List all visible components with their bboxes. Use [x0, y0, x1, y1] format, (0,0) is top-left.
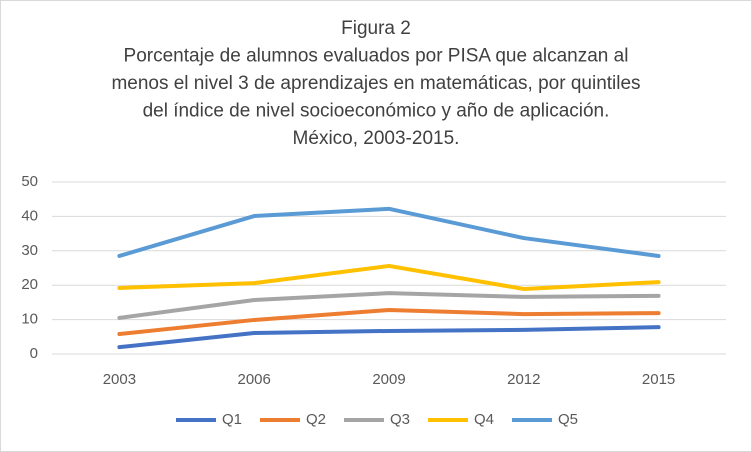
x-tick-label: 2006 [238, 371, 271, 388]
y-tick-label: 0 [30, 345, 38, 362]
series-line [117, 325, 661, 350]
series-line [117, 307, 661, 337]
chart-title: Porcentaje de alumnos evaluados por PISA… [124, 46, 629, 67]
chart-title: Figura 2 [341, 18, 411, 39]
legend-label: Q5 [558, 411, 578, 428]
y-tick-label: 30 [21, 242, 38, 259]
y-tick-label: 20 [21, 276, 38, 293]
series-line [117, 291, 661, 320]
chart-title: del índice de nivel socioeconómico y año… [143, 101, 610, 122]
x-tick-label: 2003 [103, 371, 136, 388]
series-line [117, 206, 661, 258]
legend-label: Q4 [474, 411, 494, 428]
y-tick-label: 50 [21, 173, 38, 190]
x-tick-label: 2015 [642, 371, 675, 388]
legend-label: Q1 [222, 411, 242, 428]
x-tick-label: 2009 [372, 371, 405, 388]
chart-title: menos el nivel 3 de aprendizajes en mate… [111, 73, 640, 94]
legend-label: Q2 [306, 411, 326, 428]
y-tick-label: 40 [21, 207, 38, 224]
legend-label: Q3 [390, 411, 410, 428]
chart-title: México, 2003-2015. [293, 128, 460, 149]
series-line [117, 263, 661, 291]
x-tick-label: 2012 [507, 371, 540, 388]
y-tick-label: 10 [21, 311, 38, 328]
